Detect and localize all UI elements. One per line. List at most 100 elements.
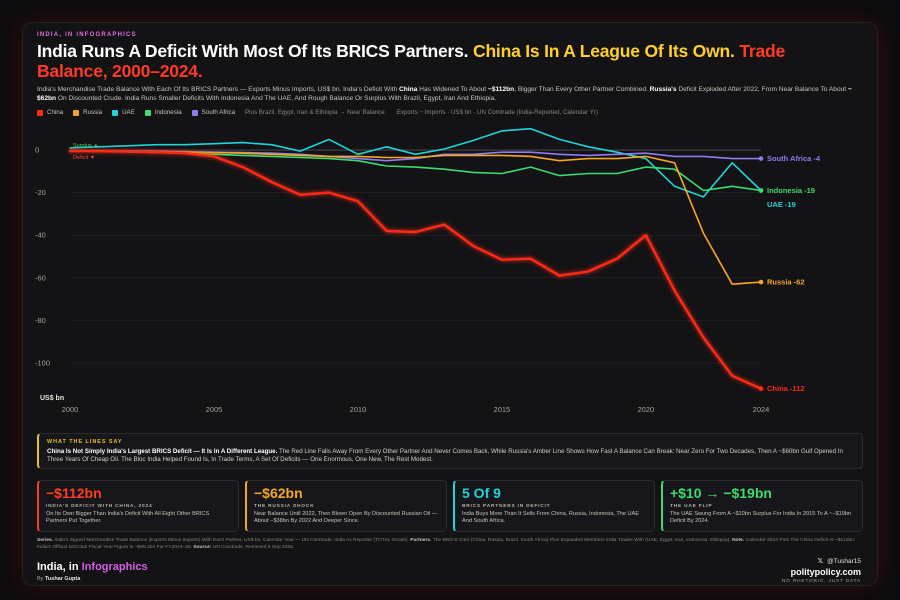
subtitle-part: , Bigger Than Every Other Partner Combin… xyxy=(514,86,650,93)
x-tick-label: 2015 xyxy=(494,405,511,414)
social-handle[interactable]: 𝕏 @Tushar15 xyxy=(817,557,861,566)
x-tick-label: 2000 xyxy=(62,405,79,414)
stat-value: 5 Of 9 xyxy=(462,485,501,501)
x-tick-label: 2005 xyxy=(206,405,223,414)
legend-units-note: Exports − Imports · US$ bn · UN Comtrade… xyxy=(396,109,598,116)
series-line xyxy=(68,149,763,390)
footnote-text: Calendar-2024 Puts The China Deficit At … xyxy=(37,538,856,550)
legend-label: China xyxy=(47,109,64,116)
stat-card: +$10 → −$19bn THE UAE FLIP The UAE Swung… xyxy=(661,480,863,532)
author-name: Tushar Gupta xyxy=(44,576,81,582)
subtitle-bold: Russia's xyxy=(649,86,677,93)
x-tick-label: 2010 xyxy=(350,405,367,414)
legend-swatch xyxy=(144,109,151,116)
chart-legend: China Russia UAE Indonesia South Africa … xyxy=(37,109,610,116)
legend-swatch xyxy=(37,109,43,116)
subtitle-part: India's Merchandise Trade Balance With E… xyxy=(37,86,400,93)
surplus-annotation: Surplus ▲ xyxy=(73,143,99,149)
subtitle-part: Has Widened To About xyxy=(417,86,488,93)
stat-cards: −$112bn INDIA'S DEFICIT WITH CHINA, 2024… xyxy=(37,480,863,532)
trade-balance-line-chart: 0 -20 -40 -60 -80 -100 2000 2005 2010 2015 2020 202… xyxy=(35,127,821,414)
stat-label: INDIA'S DEFICIT WITH CHINA, 2024 xyxy=(46,504,153,509)
subtitle-bold: −$62bn xyxy=(37,86,852,102)
subtitle-bold: −$112bn xyxy=(487,86,515,93)
stat-label: BRICS PARTNERS IN DEFICIT xyxy=(462,504,551,509)
legend-label: South Africa xyxy=(201,109,236,116)
website-link[interactable]: politypolicy.com xyxy=(790,567,861,577)
subtitle-part: On Discounted Crude. India Runs Smaller … xyxy=(56,95,497,102)
y-axis-label: US$ bn xyxy=(40,395,64,402)
infographic-card: INDIA, IN INFOGRAPHICS India Runs A Defi… xyxy=(22,22,878,586)
stat-value: −$62bn xyxy=(254,485,303,501)
legend-label: UAE xyxy=(122,109,135,116)
brand-name: India, in Infographics xyxy=(37,561,148,573)
y-tick-label: -80 xyxy=(35,316,46,325)
series-end-point xyxy=(758,156,764,161)
legend-label: Russia xyxy=(83,109,103,116)
series-end-label: UAE -19 xyxy=(767,200,796,209)
series-line xyxy=(69,127,762,198)
stat-value: +$10 → −$19bn xyxy=(670,485,772,501)
series-end-label: Indonesia -19 xyxy=(767,186,815,195)
legend-item: South Africa xyxy=(191,109,236,116)
series-end-point xyxy=(758,279,764,285)
stat-description: The UAE Swung From A ~$10bn Surplus For … xyxy=(670,511,852,525)
deficit-annotation: Deficit ▼ xyxy=(73,155,95,161)
subtitle-part: Deficit Exploded After 2022, From Near B… xyxy=(676,86,848,93)
insight-callout: WHAT THE LINES SAY China Is Not Simply I… xyxy=(37,433,863,469)
stat-description: On Its Own Bigger Than India's Deficit W… xyxy=(46,511,210,525)
legend-swatch xyxy=(191,109,198,116)
title-highlight-red: Trade Balance, 2000–2024. xyxy=(37,41,786,81)
legend-swatch xyxy=(112,109,119,116)
kicker: INDIA, IN INFOGRAPHICS xyxy=(37,32,137,38)
y-tick-label: -100 xyxy=(35,359,50,368)
footnote-label: Source: xyxy=(193,545,212,550)
tagline: NO RHETORIC, JUST DATA xyxy=(781,579,861,584)
footnote-label: Series. xyxy=(37,538,54,543)
stat-description: Near Balance Until 2022, Then Blown Open… xyxy=(254,511,438,525)
stat-description: India Buys More Than It Sells From China… xyxy=(462,511,640,525)
series-end-label: China -112 xyxy=(767,384,805,393)
page-title: India Runs A Deficit With Most Of Its BR… xyxy=(37,41,837,81)
series-end-point xyxy=(758,188,764,193)
footnotes: Series. India's Signed Merchandise Trade… xyxy=(37,537,863,551)
brand-name-part: India, in xyxy=(37,561,82,573)
subtitle: India's Merchandise Trade Balance With E… xyxy=(37,85,857,103)
footnote-label: Note. xyxy=(732,538,745,543)
y-tick-label: -40 xyxy=(35,231,46,240)
series-end-label: South Africa -4 xyxy=(767,154,821,163)
y-tick-label: -20 xyxy=(35,188,46,197)
callout-label: WHAT THE LINES SAY xyxy=(47,439,123,445)
callout-body: The Red Line Falls Away From Every Other… xyxy=(47,448,843,464)
title-highlight-yellow: China Is In A League Of Its Own. xyxy=(473,41,735,61)
legend-item: Indonesia xyxy=(144,109,182,116)
stat-card: 5 Of 9 BRICS PARTNERS IN DEFICIT India B… xyxy=(453,480,655,532)
callout-text: China Is Not Simply India's Largest BRIC… xyxy=(47,448,854,465)
title-main: India Runs A Deficit With Most Of Its BR… xyxy=(37,41,469,61)
footnote-text: UN Comtrade. Retrieved 9 Sep 2026. xyxy=(211,545,295,550)
subtitle-bold: China xyxy=(399,86,418,93)
footnote-text: India's Signed Merchandise Trade Balance… xyxy=(53,538,411,543)
handle-text: @Tushar15 xyxy=(827,557,861,565)
legend-item: Russia xyxy=(73,109,102,116)
x-logo-icon: 𝕏 xyxy=(817,558,824,565)
stat-label: THE UAE FLIP xyxy=(670,504,713,509)
stat-card: −$62bn THE RUSSIA SHOCK Near Balance Unt… xyxy=(245,480,447,532)
x-tick-label: 2020 xyxy=(637,405,654,414)
byline: By Tushar Gupta xyxy=(37,576,80,582)
byline-prefix: By xyxy=(37,576,45,582)
footnote-label: Partners. xyxy=(410,538,432,543)
series-end-label: Russia -62 xyxy=(767,278,805,287)
x-tick-label: 2024 xyxy=(753,405,770,414)
series-line xyxy=(69,150,762,285)
legend-item: UAE xyxy=(112,109,135,116)
legend-note: Plus Brazil, Egypt, Iran & Ethiopia → Ne… xyxy=(245,109,385,116)
legend-label: Indonesia xyxy=(154,109,182,116)
legend-item: China xyxy=(37,109,63,116)
series-end-point xyxy=(758,386,764,391)
y-tick-label: 0 xyxy=(35,146,39,155)
y-tick-label: -60 xyxy=(35,273,46,282)
callout-bold: China Is Not Simply India's Largest BRIC… xyxy=(47,448,278,455)
stat-label: THE RUSSIA SHOCK xyxy=(254,504,315,509)
stat-card: −$112bn INDIA'S DEFICIT WITH CHINA, 2024… xyxy=(37,480,239,532)
